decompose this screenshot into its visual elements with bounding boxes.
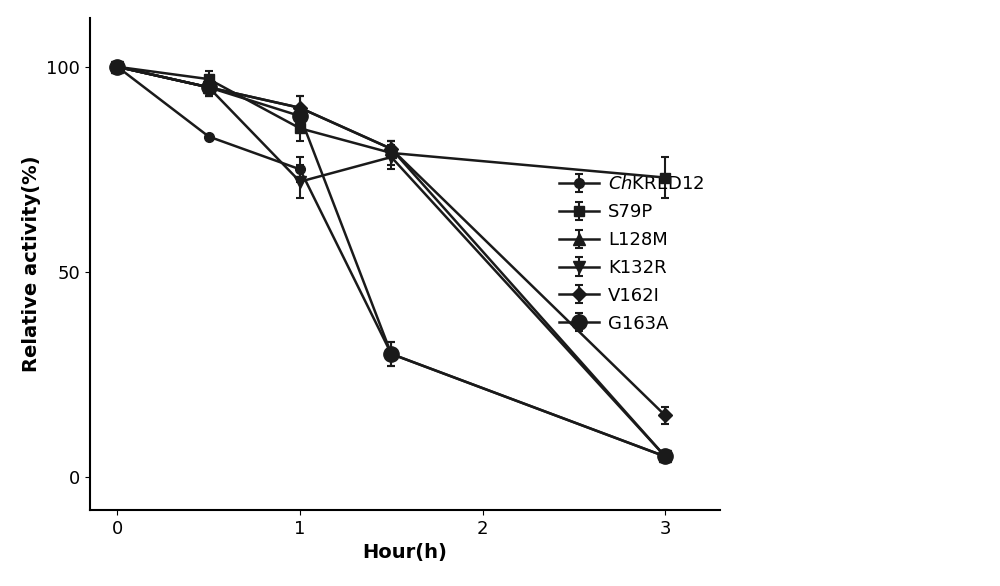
Legend: $\it{Ch}$KRED12, S79P, L128M, K132R, V162I, G163A: $\it{Ch}$KRED12, S79P, L128M, K132R, V16… [559, 175, 705, 333]
Y-axis label: Relative activity(%): Relative activity(%) [22, 155, 41, 372]
X-axis label: Hour(h): Hour(h) [363, 543, 447, 562]
